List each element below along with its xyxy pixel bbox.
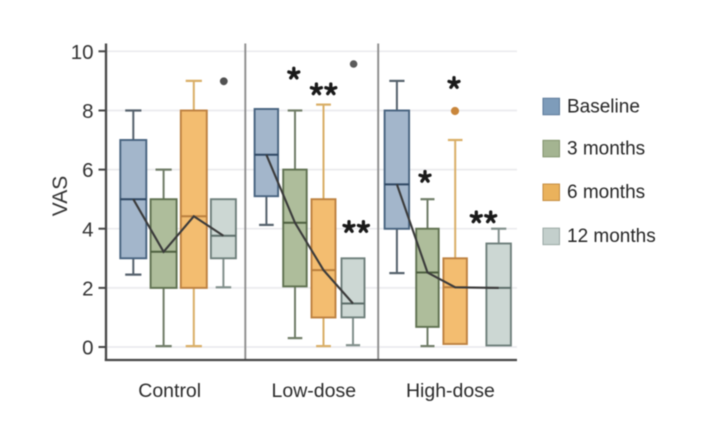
svg-text:VAS: VAS xyxy=(49,176,72,216)
svg-text:8: 8 xyxy=(82,100,93,123)
svg-text:12 months: 12 months xyxy=(567,226,656,247)
svg-text:6: 6 xyxy=(82,159,93,182)
svg-text:3 months: 3 months xyxy=(567,138,645,159)
svg-text:0: 0 xyxy=(82,337,93,360)
svg-text:10: 10 xyxy=(71,41,94,64)
svg-text:Control: Control xyxy=(138,380,201,402)
svg-text:2: 2 xyxy=(82,278,93,301)
svg-text:Baseline: Baseline xyxy=(567,96,640,117)
svg-text:6 months: 6 months xyxy=(567,182,645,203)
svg-text:Low-dose: Low-dose xyxy=(272,380,357,402)
svg-text:4: 4 xyxy=(82,218,93,241)
svg-text:High-dose: High-dose xyxy=(406,380,495,402)
